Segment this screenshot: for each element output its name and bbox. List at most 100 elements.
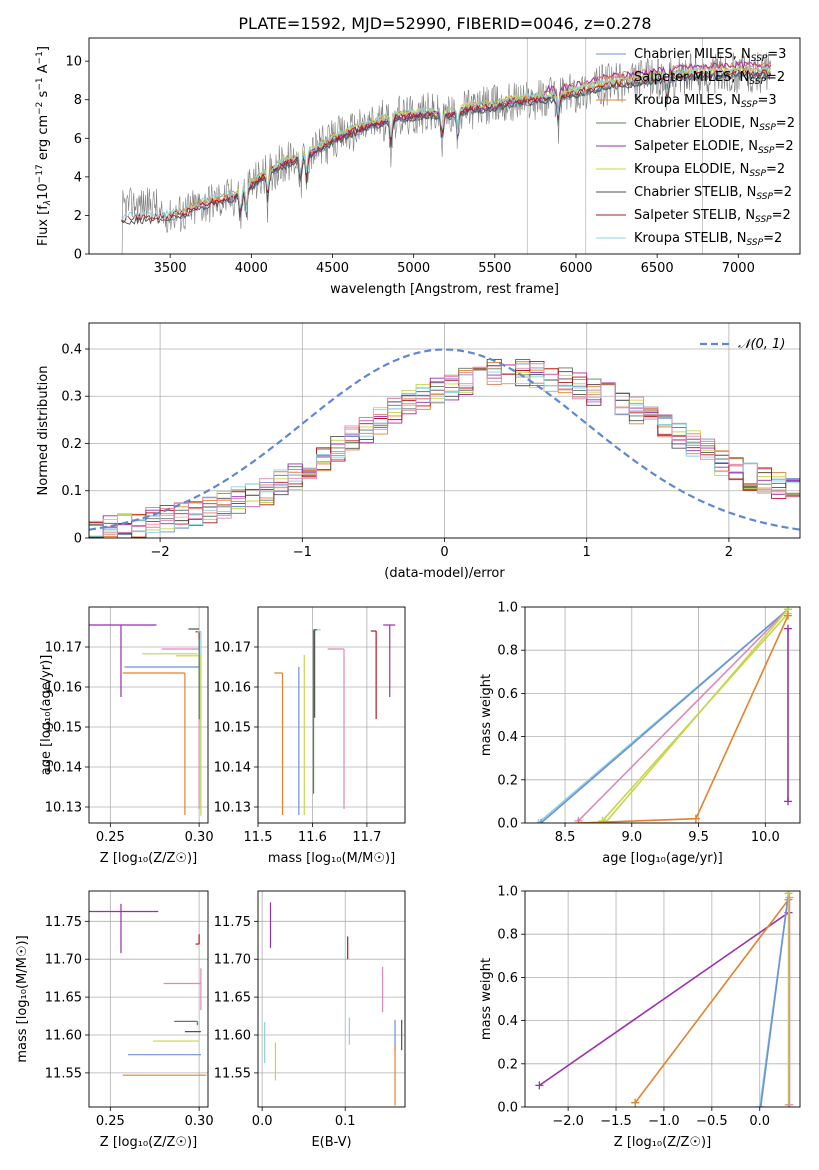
weight-line (538, 911, 789, 1087)
residual-histogram (89, 363, 800, 538)
x-tick-label: 0.25 (96, 1114, 125, 1129)
legend-entry: Kroupa MILES, NSSP=3 (634, 93, 777, 110)
legend-suffix: =2 (776, 116, 795, 131)
y-tick-label: 11.65 (45, 991, 82, 1006)
x-tick-label: 0.30 (185, 830, 214, 845)
errorbar-point (163, 968, 202, 1010)
legend-label: Salpeter STELIB, N (634, 208, 755, 223)
y-axis-label: mass weight (479, 674, 494, 756)
legend-suffix: =2 (763, 231, 782, 246)
y-tick-label: 11.75 (214, 915, 251, 930)
y-tick-label: 11.55 (214, 1066, 251, 1081)
weight-marker (785, 1100, 794, 1107)
y-axis-label-part: ] (36, 46, 51, 51)
age-vs-Z-plot-area (89, 607, 208, 823)
y-tick-label: 0.3 (61, 390, 82, 405)
x-tick-label: 0.25 (96, 830, 125, 845)
y-axis-label-part: erg cm (36, 115, 51, 164)
y-tick-label: 11.60 (45, 1029, 82, 1044)
x-tick-label: 0 (440, 545, 448, 560)
y-tick-label: 11.70 (45, 953, 82, 968)
y-axis-label-part: Flux [f (36, 205, 51, 246)
y-tick-label: 11.55 (45, 1066, 82, 1081)
y-tick-label: 10.15 (45, 721, 82, 736)
y-tick-label: 0.4 (497, 730, 518, 745)
y-tick-label: 0 (74, 248, 82, 263)
legend-label: Chabrier MILES, N (634, 47, 751, 62)
errorbar-point (195, 934, 200, 945)
x-tick-label: −2 (151, 545, 170, 560)
legend-label: Kroupa ELODIE, N (634, 162, 749, 177)
mass-vs-EBV-axes (254, 890, 406, 1111)
y-axis-label-part: −1 (35, 51, 45, 64)
legend-suffix: =2 (772, 208, 791, 223)
x-tick-label: 6500 (641, 261, 674, 276)
weight-vs-age-plot-area (525, 607, 800, 823)
errorbar-point (370, 630, 377, 719)
errorbar-point (174, 1020, 198, 1026)
y-tick-label: 0.0 (497, 817, 518, 832)
y-axis-label-part: s (36, 90, 51, 101)
weight-marker (756, 1103, 765, 1107)
x-tick-label: 0.0 (749, 1114, 770, 1129)
weight-line (759, 893, 790, 1107)
x-axis-label: Z [log₁₀(Z/Z☉)] (614, 1135, 711, 1150)
weight-marker (537, 819, 546, 823)
x-tick-label: 5000 (397, 261, 430, 276)
x-tick-label: 11.7 (352, 830, 381, 845)
legend-sub: SSP (755, 215, 772, 225)
weight-marker (785, 893, 794, 902)
y-axis-label: mass weight (479, 958, 494, 1040)
errorbar-point (89, 624, 157, 697)
x-tick-label: 6000 (559, 261, 592, 276)
weight-marker (783, 624, 792, 633)
weight-marker (601, 819, 610, 823)
errorbar-point (176, 655, 202, 816)
legend-suffix: =2 (774, 139, 793, 154)
spectrum-model-line (121, 68, 772, 223)
x-axis-label: E(B-V) (311, 1135, 351, 1150)
x-tick-label: 11.5 (244, 830, 273, 845)
y-tick-label: 10.15 (214, 721, 251, 736)
x-tick-label: 0.1 (335, 1114, 356, 1129)
x-tick-label: −1.5 (600, 1114, 632, 1129)
y-axis-label-part: λ (43, 200, 53, 206)
legend-suffix: =2 (766, 70, 785, 85)
x-axis-label: (data-model)/error (384, 566, 505, 581)
y-tick-label: 1.0 (497, 601, 518, 616)
x-tick-label: 4500 (316, 261, 349, 276)
mass-vs-Z-plot-area (89, 891, 208, 1107)
y-tick-label: 6 (74, 132, 82, 147)
axes-frame (88, 322, 801, 539)
errorbar-point (89, 903, 159, 954)
legend-entry: Kroupa ELODIE, NSSP=2 (634, 162, 785, 179)
y-tick-label: 11.65 (214, 991, 251, 1006)
mass-vs-EBV-plot-area (258, 891, 405, 1107)
weight-marker (574, 819, 583, 823)
legend-sub: SSP (751, 54, 768, 64)
age-vs-mass-plot-area (258, 607, 405, 823)
y-tick-label: 0.1 (61, 484, 82, 499)
x-axis-label: Z [log₁₀(Z/Z☉)] (100, 1135, 197, 1150)
errorbar-point (327, 648, 345, 809)
y-tick-label: 4 (74, 170, 82, 185)
residuals-plot-area (89, 323, 800, 538)
y-tick-label: 0.4 (497, 1014, 518, 1029)
legend-label: Salpeter MILES, N (634, 70, 749, 85)
weight-vs-Z-plot-area (525, 891, 800, 1107)
y-tick-label: 10.14 (214, 761, 251, 776)
age-vs-Z-axes (85, 606, 209, 827)
legend-label: Kroupa MILES, N (634, 93, 741, 108)
x-tick-label: 0.30 (185, 1114, 214, 1129)
y-axis-label: mass [log₁₀(M/M☉)] (15, 935, 30, 1062)
x-tick-label: −1 (293, 545, 312, 560)
weight-line (540, 608, 789, 823)
y-tick-label: 0.6 (497, 971, 518, 986)
axes-frame (257, 890, 406, 1108)
x-tick-label: 9.5 (688, 830, 709, 845)
legend-label: Chabrier ELODIE, N (634, 116, 759, 131)
x-tick-label: 0.0 (252, 1114, 273, 1129)
weight-marker (783, 611, 792, 620)
legend-entry: Kroupa STELIB, NSSP=2 (634, 231, 782, 248)
